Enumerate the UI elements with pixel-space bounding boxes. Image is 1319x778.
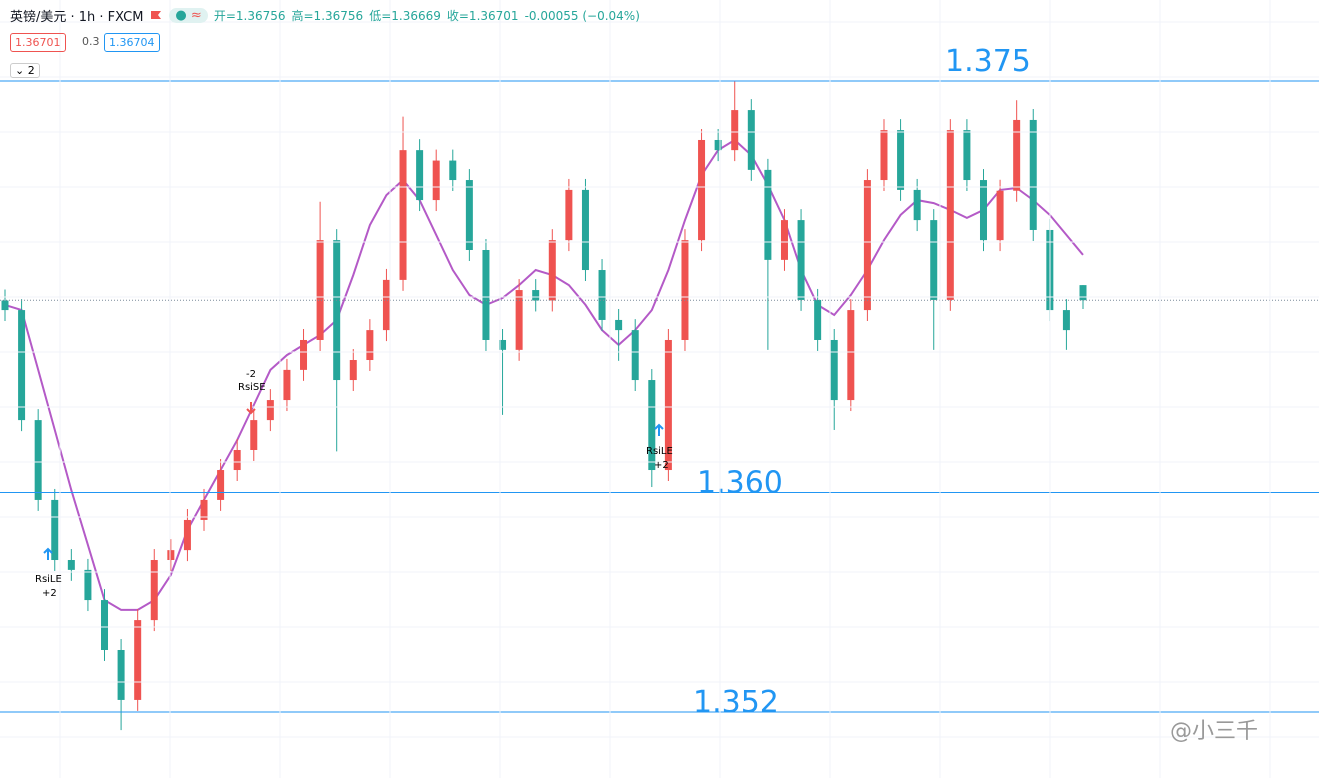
level-label: 1.352 — [693, 685, 779, 720]
candle-body — [648, 380, 656, 471]
candle-body — [449, 160, 457, 181]
signal-qty: -2 — [246, 369, 256, 380]
candle-body — [946, 130, 954, 300]
candle-body — [780, 220, 788, 260]
candle-body — [880, 130, 888, 181]
candle-body — [84, 569, 92, 601]
candle-body — [18, 310, 26, 421]
candle-body — [1079, 285, 1087, 301]
indicator-count: 2 — [27, 64, 35, 77]
signal-qty: +2 — [42, 588, 57, 599]
candle-body — [183, 519, 191, 551]
moving-average — [4, 138, 1084, 611]
candle-body — [996, 190, 1004, 241]
candle-body — [167, 550, 175, 561]
candle-body — [1, 300, 9, 311]
candle-body — [814, 299, 822, 340]
sell-arrow — [246, 402, 256, 415]
candle-body — [913, 189, 921, 221]
candle-body — [515, 290, 523, 350]
candle-body — [963, 130, 971, 181]
ohlc-open: 开=1.36756 — [213, 9, 286, 23]
buy-arrow — [654, 423, 664, 436]
candle-body — [382, 279, 390, 331]
candle-body — [1013, 119, 1021, 191]
candle-body — [863, 180, 871, 311]
ohlc-close: 收=1.36701 — [446, 9, 519, 23]
candle-body — [432, 160, 440, 201]
candle-body — [283, 369, 291, 401]
candle-body — [399, 150, 407, 280]
indicator-toggle[interactable]: ⌄ 2 — [10, 63, 40, 78]
candle-body — [134, 620, 142, 700]
candle-body — [565, 189, 573, 241]
candle-body — [979, 180, 987, 241]
signal-label: RsiLE — [646, 446, 673, 457]
status-badge: ● ≈ — [169, 8, 208, 23]
candle-body — [34, 420, 42, 500]
candle-body — [482, 249, 490, 340]
candle-body — [333, 240, 341, 381]
candle-body — [598, 270, 606, 320]
candle-body — [416, 150, 424, 201]
candle-body — [897, 130, 905, 190]
legend-bar: 英镑/美元 · 1h · FXCM ● ≈ 开=1.36756 高=1.3675… — [10, 6, 640, 25]
candle-body — [366, 330, 374, 361]
candle-body — [631, 330, 639, 381]
candle-body — [747, 110, 755, 170]
candle-body — [1062, 310, 1070, 331]
candle-body — [532, 290, 540, 301]
bid-price[interactable]: 1.36701 — [10, 33, 66, 52]
candle-body — [731, 110, 739, 151]
signal-qty: +2 — [654, 460, 669, 471]
candle-body — [465, 180, 473, 250]
candle-body — [101, 600, 109, 650]
spread: 0.3 — [82, 35, 100, 48]
candle-body — [499, 339, 507, 350]
candle-body — [51, 499, 59, 561]
ohlc-change: -0.00055 (−0.04%) — [524, 8, 640, 23]
candle-body — [1029, 119, 1037, 230]
signal-label: RsiSE — [238, 382, 266, 393]
candle-body — [581, 189, 589, 271]
symbol[interactable]: 英镑/美元 · 1h · FXCM — [10, 10, 144, 25]
ohlc-low: 低=1.36669 — [369, 9, 441, 23]
level-label: 1.375 — [945, 44, 1031, 79]
watermark: @小三千 — [1170, 719, 1258, 744]
candle-body — [548, 240, 556, 301]
candle-body — [117, 649, 125, 700]
candle-body — [1046, 229, 1054, 311]
candle-body — [349, 360, 357, 381]
candle-body — [233, 449, 241, 471]
candle-body — [797, 220, 805, 300]
signal-label: RsiLE — [35, 574, 62, 585]
candle-body — [266, 400, 274, 421]
candle-body — [316, 240, 324, 340]
candle-body — [200, 499, 208, 520]
candle-body — [681, 240, 689, 340]
candle-body — [67, 560, 75, 570]
candle-body — [714, 139, 722, 151]
flag-icon — [151, 10, 162, 19]
candle-body — [217, 470, 225, 500]
candle-body — [830, 339, 838, 401]
ohlc-high: 高=1.36756 — [291, 9, 364, 23]
buy-arrow — [43, 547, 53, 560]
candle-body — [250, 420, 258, 450]
candle-body — [930, 220, 938, 300]
candle-body — [664, 339, 672, 471]
candle-body — [300, 339, 308, 370]
ask-price[interactable]: 1.36704 — [104, 33, 160, 52]
candle-body — [150, 560, 158, 621]
candle-body — [764, 169, 772, 260]
candle-body — [615, 319, 623, 331]
candle-body — [698, 139, 706, 241]
candle-body — [847, 310, 855, 401]
level-label: 1.360 — [697, 466, 783, 501]
